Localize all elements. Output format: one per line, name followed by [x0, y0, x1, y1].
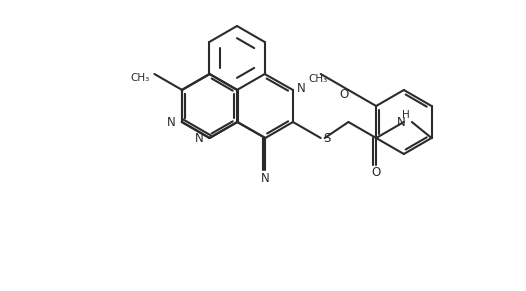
Text: H: H: [402, 110, 410, 120]
Text: S: S: [323, 132, 330, 145]
Text: O: O: [371, 166, 381, 179]
Text: O: O: [340, 88, 349, 100]
Text: N: N: [261, 171, 270, 184]
Text: N: N: [397, 116, 405, 129]
Text: N: N: [195, 132, 204, 145]
Text: N: N: [167, 116, 176, 129]
Text: N: N: [297, 81, 306, 95]
Text: CH₃: CH₃: [130, 73, 149, 83]
Text: CH₃: CH₃: [308, 74, 327, 84]
